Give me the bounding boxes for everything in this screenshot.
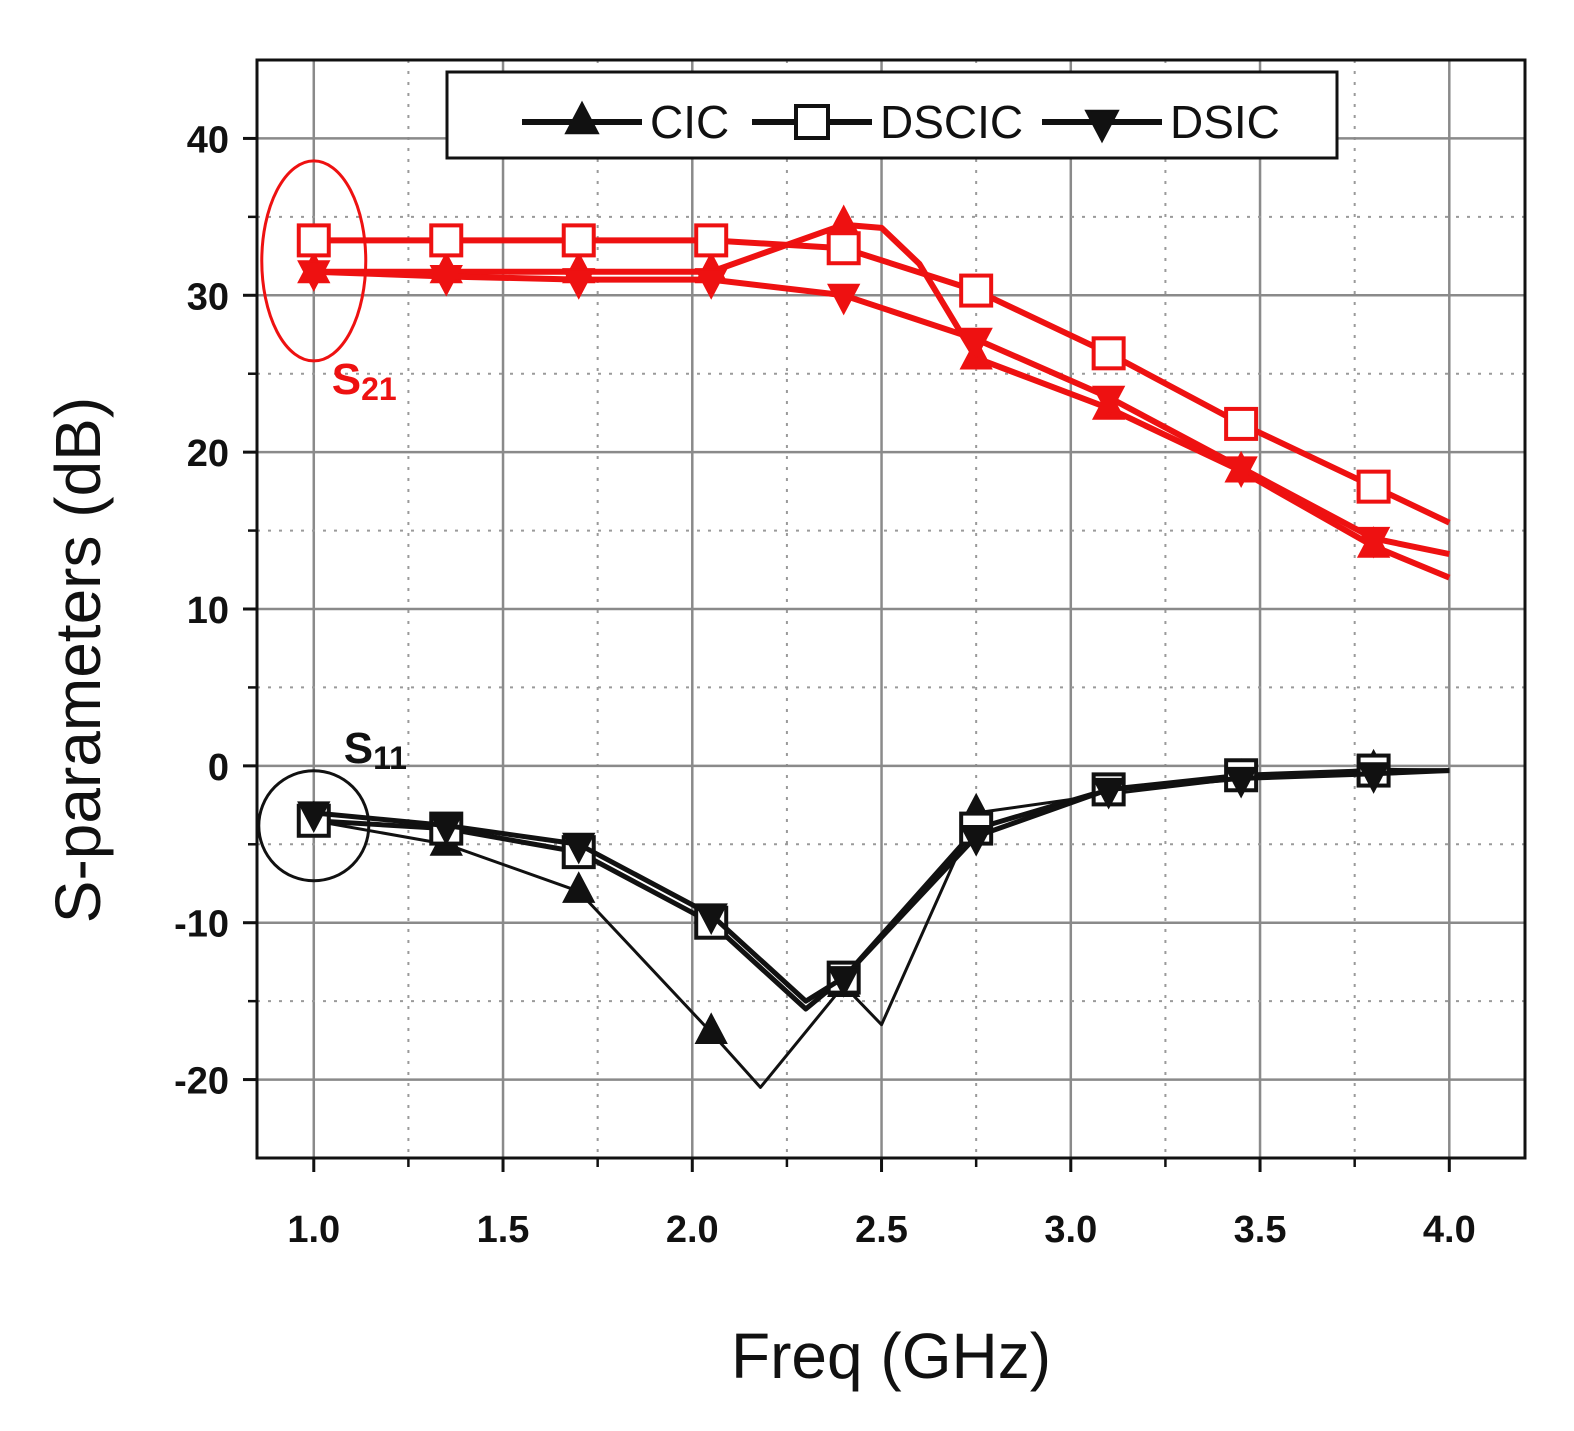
data-point xyxy=(694,223,729,258)
data-point xyxy=(297,801,331,834)
x-tick-label: 1.5 xyxy=(477,1209,530,1251)
series-s11-dscic xyxy=(296,753,1450,1012)
data-point xyxy=(827,966,861,998)
data-point xyxy=(562,268,596,300)
y-tick-label: -20 xyxy=(174,1061,229,1103)
x-tick-label: 4.0 xyxy=(1423,1209,1476,1251)
data-point xyxy=(429,813,463,846)
x-tick-label: 2.0 xyxy=(666,1209,719,1251)
series-s11-cic xyxy=(297,748,1450,1089)
legend-marker xyxy=(1084,109,1120,144)
data-point xyxy=(1224,766,1258,799)
annotation-circle xyxy=(260,159,368,363)
y-tick-label: 40 xyxy=(187,119,229,161)
annotation-s11: S11 xyxy=(257,724,407,883)
y-tick-label: -10 xyxy=(174,904,229,946)
data-point xyxy=(429,223,464,258)
legend-item-cic: CIC xyxy=(522,96,729,148)
series-s21-dsic xyxy=(297,260,1450,559)
annotation-label: S21 xyxy=(332,355,397,407)
data-point xyxy=(1356,469,1391,504)
x-axis-title: Freq (GHz) xyxy=(731,1320,1051,1392)
legend-label: DSCIC xyxy=(880,96,1023,148)
series-s21-dscic xyxy=(296,223,1451,526)
data-point xyxy=(1356,526,1391,559)
y-tick-label: 10 xyxy=(187,590,229,632)
legend: CIC DSCIC DSIC xyxy=(445,70,1339,160)
series-line xyxy=(313,268,1450,558)
data-point xyxy=(694,903,728,936)
x-tick-label: 3.0 xyxy=(1044,1209,1097,1251)
annotations: S21 S11 xyxy=(257,159,407,883)
data-point xyxy=(694,1012,728,1045)
axis-ticks: 1.0 1.5 2.0 2.5 3.0 3.5 4.0 -20 -10 0 10 20 30 40 xyxy=(174,119,1476,1251)
data-point xyxy=(429,264,463,297)
x-tick-label: 3.5 xyxy=(1234,1209,1287,1251)
legend-item-dsic: DSIC xyxy=(1042,96,1280,148)
legend-label: CIC xyxy=(650,96,729,148)
legend-marker xyxy=(794,104,830,140)
series xyxy=(296,204,1451,1089)
y-tick-label: 0 xyxy=(208,747,229,789)
data-point xyxy=(1356,762,1391,794)
data-point xyxy=(1091,777,1126,810)
data-point xyxy=(1091,336,1126,371)
data-point xyxy=(1224,456,1258,488)
data-point xyxy=(1224,406,1259,441)
y-tick-label: 30 xyxy=(187,276,229,318)
data-point xyxy=(959,327,993,360)
data-point xyxy=(562,871,596,903)
data-point xyxy=(959,273,994,308)
y-tick-label: 20 xyxy=(187,433,229,475)
annotation-circle xyxy=(257,769,371,883)
legend-marker xyxy=(564,100,600,135)
series-line xyxy=(313,237,1451,526)
data-point xyxy=(694,268,728,300)
series-s21-cic xyxy=(297,204,1451,581)
data-point xyxy=(826,231,861,266)
series-line xyxy=(313,221,1451,581)
legend-item-dscic: DSCIC xyxy=(752,96,1023,148)
data-point xyxy=(297,260,331,292)
data-point xyxy=(959,824,993,857)
legend-label: DSIC xyxy=(1170,96,1280,148)
data-point xyxy=(1091,385,1126,418)
series-s11-dsic xyxy=(297,762,1450,1004)
data-point xyxy=(827,283,861,316)
x-tick-label: 1.0 xyxy=(287,1209,340,1251)
annotation-s21: S21 xyxy=(260,159,397,407)
annotation-label: S11 xyxy=(344,724,407,776)
data-point xyxy=(827,204,861,237)
y-axis-title: S-parameters (dB) xyxy=(42,397,114,923)
data-point xyxy=(561,223,596,258)
data-point xyxy=(296,223,331,258)
x-tick-label: 2.5 xyxy=(855,1209,908,1251)
data-point xyxy=(562,832,596,865)
legend-box xyxy=(445,70,1339,160)
